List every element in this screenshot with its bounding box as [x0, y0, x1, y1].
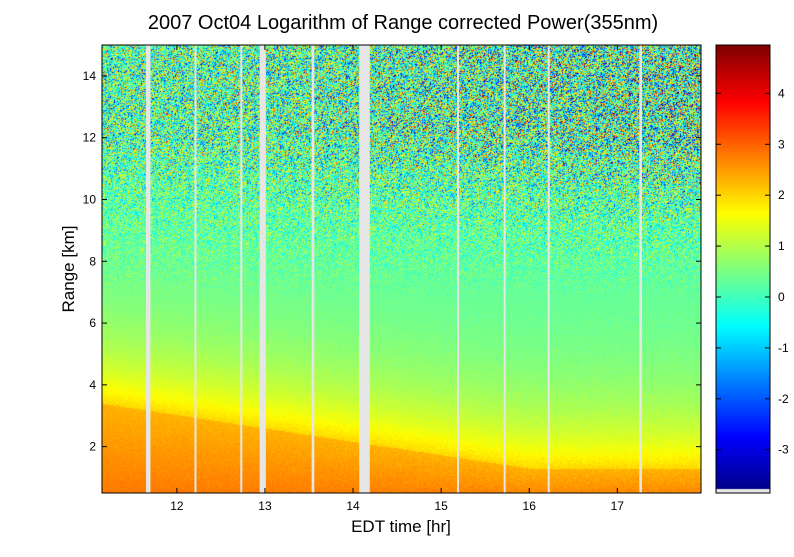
chart-title: 2007 Oct04 Logarithm of Range corrected …	[148, 12, 658, 34]
colorbar-tick-label: 2	[778, 188, 785, 202]
x-tick-label: 13	[258, 499, 272, 513]
y-tick-label: 2	[89, 440, 96, 454]
x-tick-label: 12	[170, 499, 184, 513]
data-gap	[311, 45, 315, 493]
plot-area: 12 13 14 15 16 17 2 4 6 8 10 12 14	[83, 44, 702, 513]
y-axis-label: Range [km]	[59, 226, 78, 313]
data-gaps	[146, 45, 642, 493]
x-axis-ticks: 12 13 14 15 16 17	[170, 45, 624, 513]
y-tick-label: 4	[89, 378, 96, 392]
data-gap	[146, 45, 151, 493]
colorbar-canvas	[716, 45, 770, 493]
colorbar: 4 3 2 1 0 -1 -2 -3	[715, 44, 789, 494]
x-tick-label: 14	[346, 499, 360, 513]
data-gap	[259, 45, 266, 493]
colorbar-tick-label: 4	[778, 86, 785, 100]
data-gap	[359, 45, 370, 493]
y-tick-label: 14	[83, 69, 97, 83]
data-gap	[503, 45, 506, 493]
y-tick-label: 8	[89, 254, 96, 268]
colorbar-ticks: 4 3 2 1 0 -1 -2 -3	[716, 86, 789, 457]
data-gap	[547, 45, 550, 493]
data-gap	[194, 45, 197, 493]
x-tick-label: 16	[523, 499, 537, 513]
x-tick-label: 15	[434, 499, 448, 513]
y-tick-label: 10	[83, 192, 97, 206]
x-tick-label: 17	[611, 499, 625, 513]
data-gap	[456, 45, 459, 493]
colorbar-tick-label: 3	[778, 137, 785, 151]
colorbar-tick-label: 1	[778, 239, 785, 253]
y-axis-ticks: 2 4 6 8 10 12 14	[83, 69, 701, 454]
heatmap-canvas	[102, 45, 701, 493]
colorbar-tick-label: -1	[778, 341, 789, 355]
colorbar-tick-label: 0	[778, 290, 785, 304]
colorbar-frame	[715, 44, 771, 494]
y-tick-label: 12	[83, 131, 97, 145]
x-axis-label: EDT time [hr]	[351, 517, 451, 536]
data-gap	[240, 45, 243, 493]
plot-frame	[101, 44, 702, 494]
data-gap	[639, 45, 642, 493]
y-tick-label: 6	[89, 316, 96, 330]
colorbar-tick-label: -2	[778, 392, 789, 406]
colorbar-tick-label: -3	[778, 443, 789, 457]
